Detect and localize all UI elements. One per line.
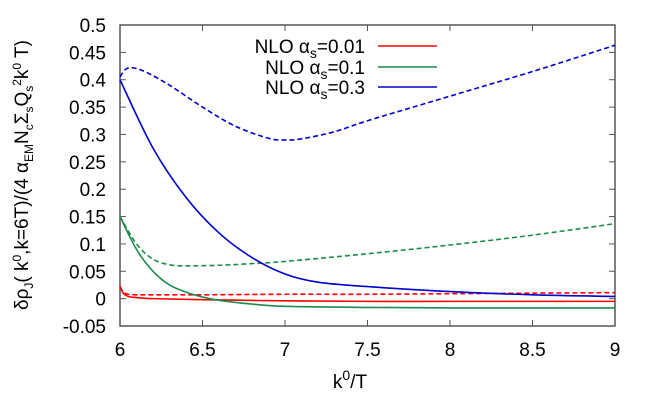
axis-ticks	[119, 24, 616, 327]
y-axis-title: δρJ( k0,k=6T)/(4 αEMNcΣsQs2k0 T)	[10, 40, 36, 310]
x-tick-label: 6	[115, 340, 126, 361]
series-line-1	[119, 286, 616, 296]
y-tick-labels: -0.05 0 0.05 0.1 0.15 0.2 0.25 0.3 0.35 0.4 0.45 0.…	[63, 16, 107, 338]
y-tick-label: 0.2	[80, 180, 106, 201]
y-tick-label: 0.1	[80, 235, 106, 256]
plot-frame	[119, 24, 616, 327]
x-tick-label: 6.5	[189, 340, 215, 361]
y-tick-label: 0.25	[69, 153, 106, 174]
x-axis-title: k0/T	[333, 367, 368, 393]
y-tick-label: 0.3	[80, 125, 106, 146]
series-lines	[119, 44, 616, 309]
series-line-0	[119, 286, 615, 303]
y-tick-label: 0.15	[69, 208, 106, 229]
y-tick-label: -0.05	[63, 317, 106, 338]
x-tick-label: 8	[445, 340, 456, 361]
y-tick-label: 0.45	[69, 43, 106, 64]
y-tick-label: 0.35	[69, 98, 106, 119]
series-line-2	[119, 216, 615, 309]
x-tick-label: 8.5	[519, 340, 545, 361]
y-tick-label: 0.5	[80, 16, 106, 37]
series-line-3	[119, 216, 616, 267]
svg-text:δρJ( k0,k=6T)/(4 αEMNcΣsQs2k0: δρJ( k0,k=6T)/(4 αEMNcΣsQs2k0 T)	[10, 40, 36, 310]
legend-label-1: NLO αs=0.1	[265, 58, 365, 82]
legend-label-0: NLO αs=0.01	[255, 37, 365, 61]
y-tick-label: 0	[95, 290, 106, 311]
legend-label-2: NLO αs=0.3	[265, 78, 365, 102]
y-tick-label: 0.05	[69, 262, 106, 283]
series-line-5	[119, 44, 616, 141]
legend: NLO αs=0.01 NLO αs=0.1 NLO αs=0.3	[255, 37, 437, 102]
x-tick-labels: 6 6.5 7 7.5 8 8.5 9	[115, 340, 621, 361]
y-tick-label: 0.4	[80, 71, 107, 92]
x-tick-label: 7	[280, 340, 291, 361]
series-line-4	[119, 79, 616, 298]
x-tick-label: 7.5	[354, 340, 380, 361]
x-tick-label: 9	[610, 340, 621, 361]
